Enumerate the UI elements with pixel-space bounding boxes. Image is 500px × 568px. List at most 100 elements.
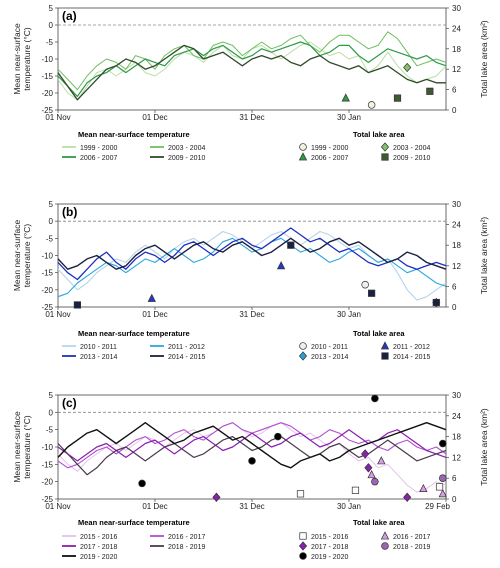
area-point-5 xyxy=(274,432,282,441)
y-right-tick-label: 18 xyxy=(452,433,461,442)
legend-area: Total lake area 2010 - 2011 2013 - 2014 201… xyxy=(298,329,430,361)
y-right-tick-label: 18 xyxy=(452,241,461,250)
legend-marker-swatch xyxy=(298,541,308,551)
legend-temp-item: 2014 - 2015 xyxy=(168,354,205,361)
y-right-tick-label: 30 xyxy=(452,391,461,400)
y-right-tick-label: 24 xyxy=(452,221,461,230)
legend-marker-swatch xyxy=(298,152,308,161)
x-tick-label: 30 Jan xyxy=(337,502,361,511)
legend-marker-swatch xyxy=(381,352,389,360)
legend-area-item: 2010 - 2011 xyxy=(311,344,348,351)
series-line-2 xyxy=(57,237,447,298)
legend-marker-swatch xyxy=(380,142,390,152)
area-point-4 xyxy=(426,87,434,95)
legend-temperature: Mean near-surface temperature 1999 - 2000… xyxy=(62,130,205,162)
area-point-5 xyxy=(438,439,447,448)
area-point-4 xyxy=(371,477,379,486)
series-line-1 xyxy=(57,41,447,101)
x-tick-label: 31 Dec xyxy=(239,310,264,319)
area-point-4 xyxy=(438,474,447,482)
area-point-4 xyxy=(393,94,402,102)
legend-marker-swatch xyxy=(380,341,390,350)
area-point-3 xyxy=(212,492,221,502)
y-right-tick-label: 30 xyxy=(452,4,461,13)
y-left-tick-label: -5 xyxy=(46,234,54,243)
y-left-tick-label: -15 xyxy=(41,460,53,469)
legend-area-title: Total lake area xyxy=(353,130,405,139)
y-left-tick-label: -10 xyxy=(41,55,53,64)
legend-area-item: 2014 - 2015 xyxy=(393,354,430,361)
area-point-3 xyxy=(364,463,373,473)
y-right-tick-label: 12 xyxy=(452,262,461,271)
area-point-4 xyxy=(368,289,376,297)
y-left-tick-label: -20 xyxy=(41,478,53,487)
y-left-tick-label: -15 xyxy=(41,269,53,278)
y-left-tick-label: -20 xyxy=(41,89,53,98)
plot-frame xyxy=(57,203,447,308)
legend-area-item: 2017 - 2018 xyxy=(311,544,348,551)
y-left-tick-label: -10 xyxy=(41,252,53,261)
series-line-4 xyxy=(57,237,447,270)
y-right-tick-label: 24 xyxy=(452,412,461,421)
series-line-5 xyxy=(57,422,447,469)
y-right-tick-label: 24 xyxy=(452,24,461,33)
y-right-tick-label: 6 xyxy=(452,86,457,95)
panel-c: -25 -20 -15 -10 -5 0 5 0 6 12 18 24 30 01 Nov 01 Dec 31… xyxy=(12,391,489,561)
x-tick-label: 31 Dec xyxy=(239,502,264,511)
legend-temp-title: Mean near-surface temperature xyxy=(78,130,190,139)
x-tick-label: 01 Dec xyxy=(142,113,167,122)
legend-temp-item: 2009 - 2010 xyxy=(168,155,205,162)
y-left-tick-label: 5 xyxy=(49,391,54,400)
panel-a: -25 -20 -15 -10 -5 0 5 0 6 12 18 24 30 01 Nov 01 Dec 31… xyxy=(12,4,489,162)
legend-temp-item: 2013 - 2014 xyxy=(80,354,117,361)
series-line-3 xyxy=(57,41,447,98)
area-point-1 xyxy=(296,490,305,498)
y-left-tick-label: -25 xyxy=(41,303,53,312)
panel-label: (a) xyxy=(62,9,77,23)
y-right-tick-label: 6 xyxy=(452,282,457,291)
area-point-2 xyxy=(377,456,386,465)
y-right-tick-label: 6 xyxy=(452,474,457,483)
area-point-2 xyxy=(438,489,447,498)
x-tick-label: 31 Dec xyxy=(239,113,264,122)
area-point-3 xyxy=(341,93,350,102)
area-point-1 xyxy=(351,486,360,494)
area-point-5 xyxy=(248,457,256,465)
x-tick-label: 30 Jan xyxy=(337,310,361,319)
area-point-2 xyxy=(367,470,376,479)
legend-area-item: 2003 - 2004 xyxy=(393,145,430,152)
area-point-3 xyxy=(361,449,370,459)
legend-marker-swatch xyxy=(299,532,307,540)
series-line-2 xyxy=(57,31,447,91)
x-tick-label: 01 Dec xyxy=(142,310,167,319)
legend-marker-swatch xyxy=(381,153,389,161)
y-right-axis-label: Total lake area (km²) xyxy=(479,408,489,486)
legend-area-item: 2011 - 2012 xyxy=(393,344,430,351)
y-left-tick-label: 0 xyxy=(49,21,54,30)
legend-area-item: 2009 - 2010 xyxy=(393,155,430,162)
y-left-tick-label: 0 xyxy=(49,408,54,417)
legend-area: Total lake area 2015 - 2016 2017 - 2018 201… xyxy=(298,518,430,561)
legend-temperature: Mean near-surface temperature 2015 - 2016… xyxy=(62,518,205,561)
legend-temp-item: 2019 - 2020 xyxy=(80,554,117,561)
x-tick-label: 01 Nov xyxy=(45,310,70,319)
series-line-3 xyxy=(57,227,447,281)
panel-label: (b) xyxy=(62,205,77,219)
series-line-3 xyxy=(57,429,447,462)
legend-temp-item: 2016 - 2017 xyxy=(168,534,205,541)
series-line-4 xyxy=(57,44,446,101)
y-left-tick-label: -20 xyxy=(41,286,53,295)
legend-area-item: 2013 - 2014 xyxy=(311,354,348,361)
panel-label: (c) xyxy=(62,396,77,410)
x-tick-label: 01 Nov xyxy=(45,502,70,511)
legend-marker-swatch xyxy=(299,552,307,560)
legend-temp-title: Mean near-surface temperature xyxy=(78,329,190,338)
legend-marker-swatch xyxy=(380,531,390,540)
legend-marker-swatch xyxy=(298,351,308,361)
area-point-4 xyxy=(73,301,81,309)
y-left-tick-label: -15 xyxy=(41,72,53,81)
y-left-tick-label: -25 xyxy=(41,106,53,115)
area-point-3 xyxy=(403,492,412,502)
y-right-tick-label: 12 xyxy=(452,65,461,74)
